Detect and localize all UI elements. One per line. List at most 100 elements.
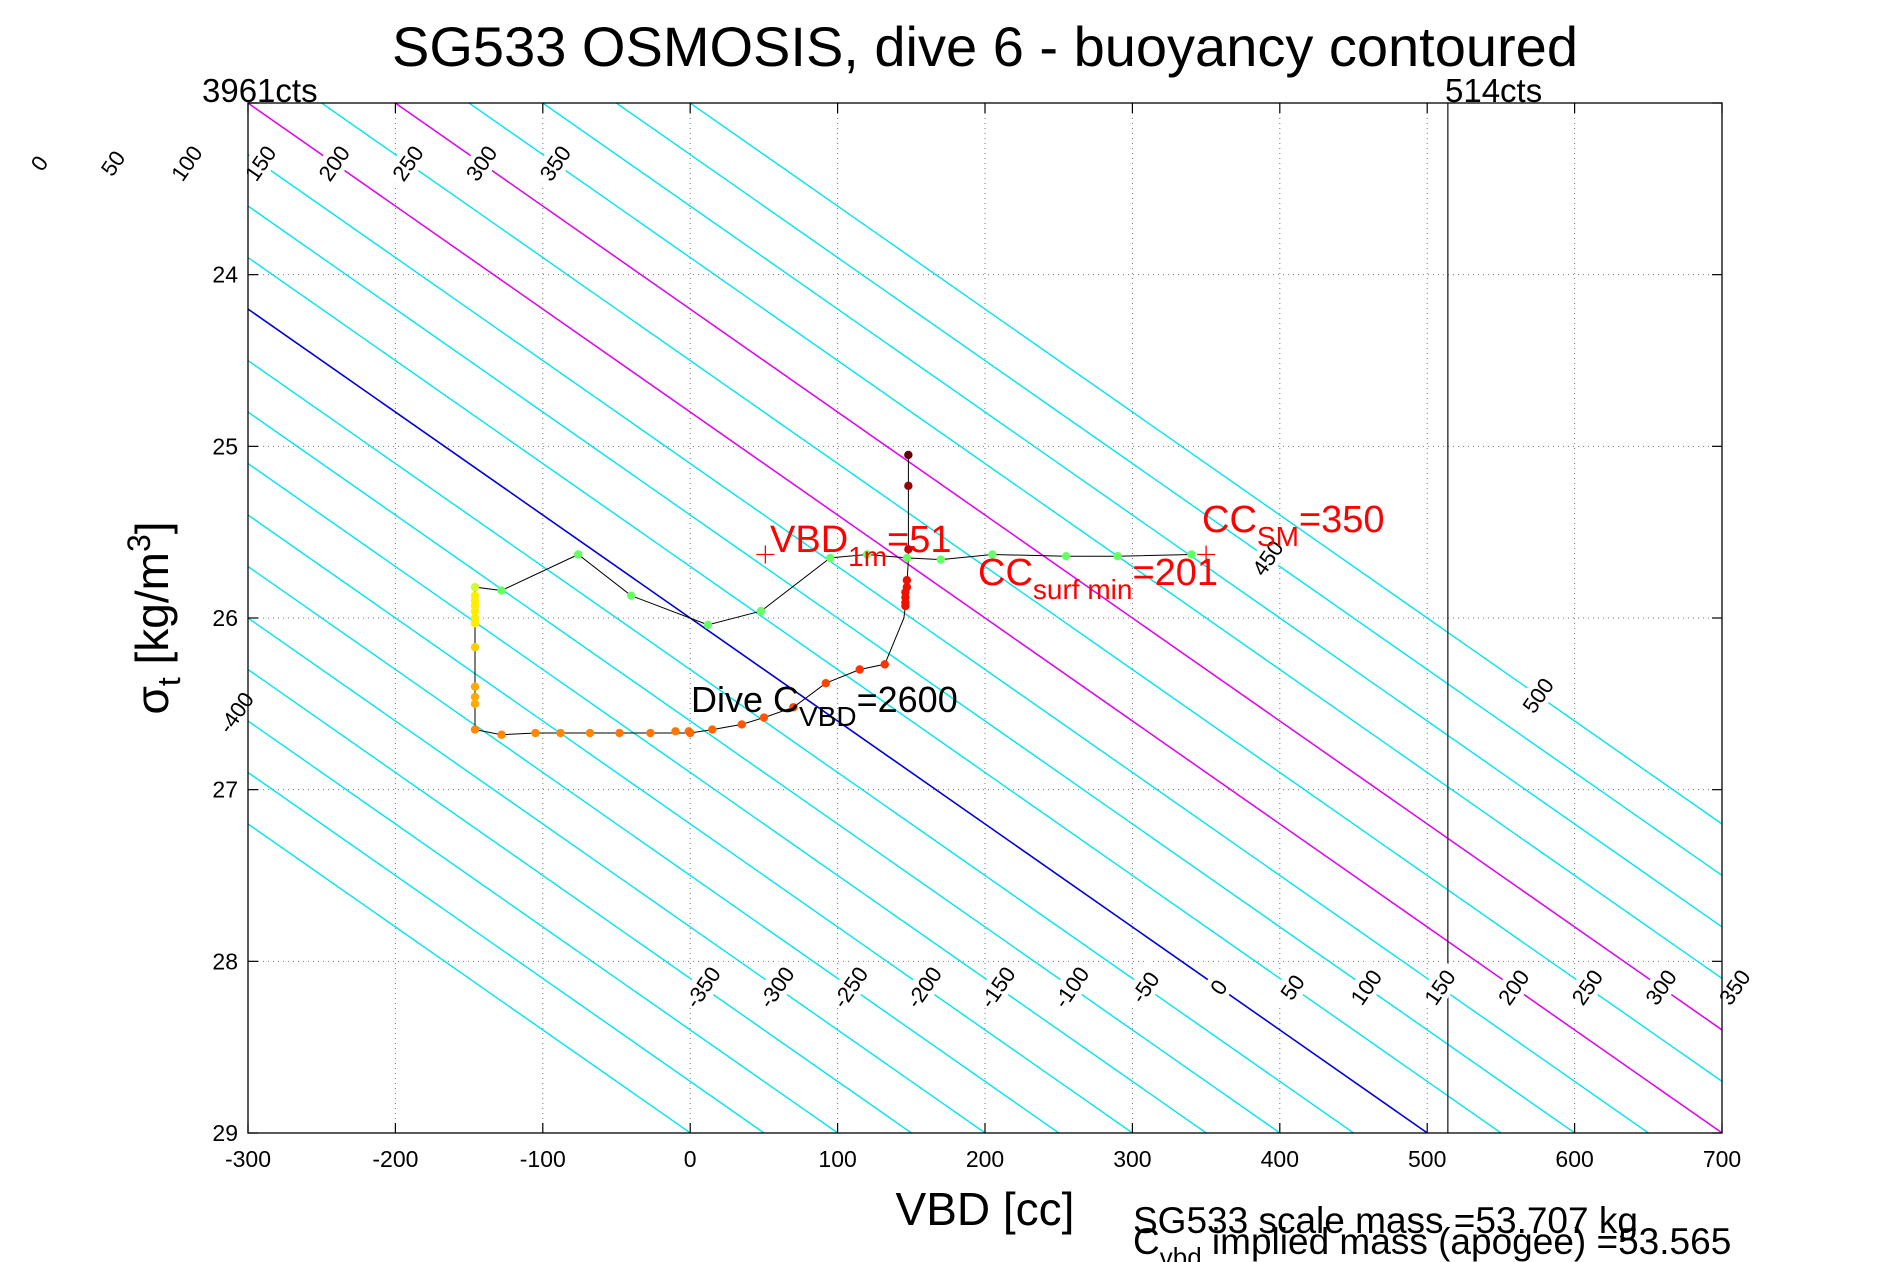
contour-label-bg xyxy=(899,959,949,1015)
ccsurf-annotation: CCsurf min=201 xyxy=(978,552,1218,605)
data-point xyxy=(1187,550,1196,559)
data-point xyxy=(988,550,997,559)
x-tick-label: 100 xyxy=(818,1146,856,1172)
axis-ticks: -300 -200 -100 0 100 200 300 400 500 600 700 24 25 26… xyxy=(212,102,1741,1172)
data-point xyxy=(904,545,913,554)
data-point xyxy=(880,660,889,669)
x-tick-label: 700 xyxy=(1703,1146,1741,1172)
data-point xyxy=(671,727,680,736)
scale-mass-footer: SG533 scale mass =53.707 kg xyxy=(1133,1200,1638,1241)
data-point xyxy=(737,720,746,729)
data-point xyxy=(1113,552,1122,561)
implied-mass-main: C xyxy=(1133,1221,1160,1262)
cyan-contour-line xyxy=(248,823,692,1133)
data-point xyxy=(497,586,506,595)
y-axis-label-main: σ xyxy=(126,686,178,714)
y-axis-label-sub: t xyxy=(151,677,187,686)
implied-mass-sub: vbd xyxy=(1160,1242,1202,1262)
cyan-contour-line xyxy=(467,103,1722,980)
y-tick-label: 29 xyxy=(212,1120,238,1146)
y-tick-label: 24 xyxy=(212,262,238,288)
cyan-contour-line xyxy=(615,103,1722,877)
ccsm-annotation: CCSM=350 xyxy=(1202,499,1384,552)
x-tick-label: 400 xyxy=(1261,1146,1299,1172)
data-point xyxy=(615,728,624,738)
vbd-annotation-main: VBD xyxy=(770,519,848,561)
cyan-contour-line xyxy=(541,103,1722,928)
data-point xyxy=(470,606,480,616)
data-point xyxy=(585,728,595,738)
contour-label-bg xyxy=(1415,959,1464,1015)
contour-label-bg xyxy=(162,135,211,191)
ccsm-annotation-tail: =350 xyxy=(1299,499,1385,541)
ccsm-annotation-main: CC xyxy=(1202,499,1257,541)
vbd-annotation-sub: 1m xyxy=(848,541,887,572)
contour-label-bg xyxy=(383,135,432,191)
contour-label-bg xyxy=(972,959,1022,1015)
top-right-counts-label: 514cts xyxy=(1445,72,1542,109)
x-tick-label: 600 xyxy=(1555,1146,1593,1172)
contour-label-bg xyxy=(1488,959,1538,1015)
data-point xyxy=(826,553,835,563)
x-tick-label: 500 xyxy=(1408,1146,1446,1172)
marker-cross xyxy=(756,545,775,564)
data-point xyxy=(470,692,480,702)
x-tick-label: 200 xyxy=(966,1146,1004,1172)
dive-trajectory xyxy=(474,454,1192,736)
data-point xyxy=(470,582,480,592)
data-point xyxy=(573,550,583,559)
x-tick-label: -300 xyxy=(225,1146,271,1172)
contour-label-bg xyxy=(456,135,506,191)
data-point xyxy=(627,591,636,600)
contour-label-bg xyxy=(1341,959,1391,1015)
contour-label-group: 0 xyxy=(1194,959,1243,1015)
data-point xyxy=(789,703,798,712)
data-point xyxy=(904,481,913,491)
contour-label-bg xyxy=(1243,530,1292,586)
marker-cross xyxy=(1197,545,1216,564)
data-point xyxy=(646,728,655,738)
y-tick-label: 25 xyxy=(212,433,238,459)
data-point xyxy=(1061,552,1071,561)
contour-label-bg xyxy=(1513,668,1563,723)
data-point xyxy=(703,620,713,630)
contour-label-bg xyxy=(1636,959,1686,1015)
contour-label-bg xyxy=(1194,959,1243,1015)
data-point xyxy=(470,699,480,709)
vbd-annotation: VBD1m=51 xyxy=(770,519,952,572)
implied-mass-footer: Cvbd implied mass (apogee) =53.565 xyxy=(1133,1221,1731,1262)
data-point xyxy=(470,618,480,628)
data-point xyxy=(686,728,695,738)
data-points xyxy=(470,450,1216,739)
ccsurf-annotation-sub: surf min xyxy=(1033,574,1133,605)
x-axis-label: VBD [cc] xyxy=(896,1183,1075,1235)
dive-cvbd-sub: VBD xyxy=(799,701,857,732)
dive-cvbd-tail: =2600 xyxy=(857,679,958,720)
data-point xyxy=(902,553,912,563)
data-point xyxy=(821,679,831,688)
contour-label-bg xyxy=(825,959,875,1015)
data-point xyxy=(901,601,910,611)
data-point xyxy=(470,642,480,652)
dive-cvbd-annotation: Dive CVBD=2600 xyxy=(691,679,958,732)
contour-label-bg xyxy=(88,135,138,191)
data-point xyxy=(497,730,506,739)
contour-label-bg xyxy=(1267,959,1317,1015)
y-tick-label: 28 xyxy=(212,948,238,974)
data-point xyxy=(556,728,565,738)
data-point xyxy=(531,728,540,738)
y-axis-label-rest: [kg/m xyxy=(126,552,178,677)
x-tick-label: -100 xyxy=(520,1146,566,1172)
data-point xyxy=(855,665,864,674)
x-tick-label: 0 xyxy=(684,1146,697,1172)
y-axis-label: σt [kg/m3] xyxy=(121,521,187,714)
ccsm-annotation-sub: SM xyxy=(1257,521,1299,552)
data-point xyxy=(756,606,766,616)
data-point xyxy=(470,725,480,734)
x-tick-label: -200 xyxy=(372,1146,418,1172)
x-tick-label: 300 xyxy=(1113,1146,1151,1172)
contour-label-group: 0 xyxy=(14,135,64,191)
y-axis-label-end: ] xyxy=(126,521,178,534)
vbd-annotation-tail: =51 xyxy=(887,519,951,561)
